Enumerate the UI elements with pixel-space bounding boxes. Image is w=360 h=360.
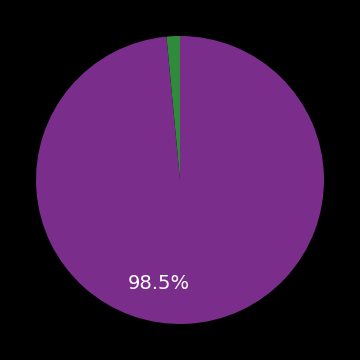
Text: 98.5%: 98.5% [127,274,189,293]
Wedge shape [36,36,324,324]
Wedge shape [166,36,180,180]
